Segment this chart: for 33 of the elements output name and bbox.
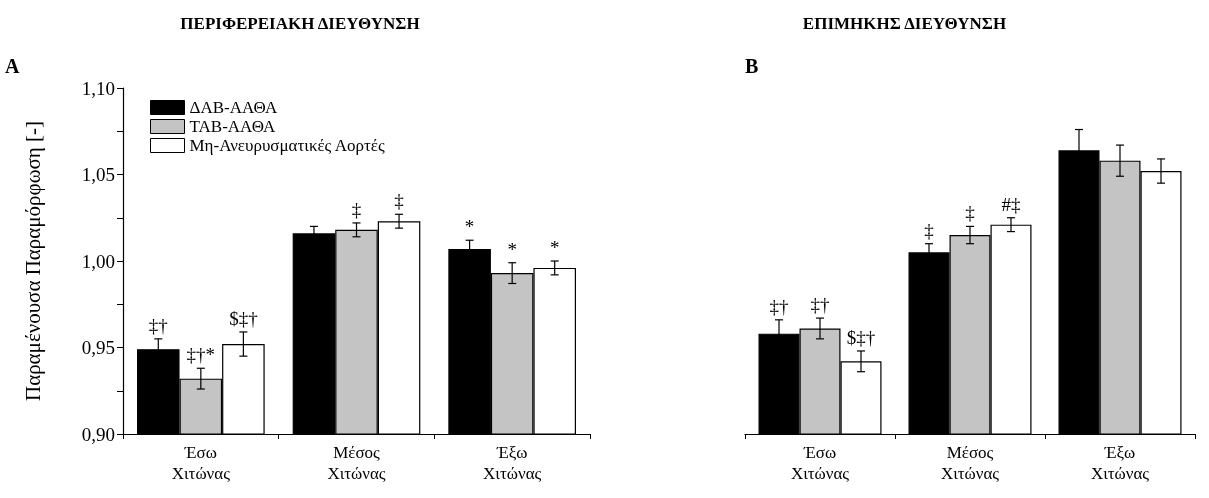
y-axis-title: Παραμένουσα Παραμόρφωση [-] — [20, 120, 45, 402]
annotation: * — [507, 238, 517, 260]
legend-label: Μη-Ανευρυσματικές Αορτές — [189, 136, 385, 155]
chart-title: ΕΠΙΜΗΚΗΣ ΔΙΕΥΘΥΝΣΗ — [802, 14, 1007, 33]
x-tick-label: Έσω Χιτώνας — [790, 443, 850, 483]
y-tick-label: 0,95 — [81, 337, 115, 358]
x-tick-label: Έξω Χιτώνας — [483, 443, 542, 483]
text: A — [5, 55, 20, 77]
x-tick-label: Μέσος Χιτώνας — [940, 443, 1000, 483]
legend-label: ΔΑΒ-ΑΑΘΑ — [189, 98, 279, 117]
annotation: * — [464, 216, 475, 238]
y-tick-label: 1,00 — [81, 250, 115, 272]
annotation: ‡ — [351, 198, 362, 220]
y-tick-label: 1,10 — [81, 77, 115, 99]
annotation: $‡† — [846, 326, 876, 348]
annotation: ‡ — [394, 190, 404, 212]
x-tick-label: Έσω Χιτώνας — [171, 443, 231, 483]
text: B — [745, 55, 759, 77]
x-tick-label: Μέσος Χιτώνας — [327, 443, 386, 483]
annotation: #‡ — [1001, 193, 1021, 215]
annotation: ‡† — [148, 314, 168, 336]
y-tick-label: 0,90 — [81, 423, 115, 445]
annotation: ‡† — [769, 295, 789, 317]
annotation: $‡† — [229, 307, 258, 329]
chart-title: ΠΕΡΙΦΕΡΕΙΑΚΗ ΔΙΕΥΘΥΝΣΗ — [180, 14, 420, 33]
x-tick-label: Έξω Χιτώνας — [1090, 443, 1150, 483]
annotation: ‡ — [924, 219, 934, 241]
annotation: ‡† — [810, 294, 830, 316]
y-tick-label: 1,05 — [81, 164, 115, 185]
annotation: ‡ — [965, 202, 975, 224]
legend-label: ΤΑΒ-ΑΑΘΑ — [189, 117, 277, 136]
annotation: * — [549, 237, 560, 258]
annotation: ‡†* — [186, 344, 216, 366]
